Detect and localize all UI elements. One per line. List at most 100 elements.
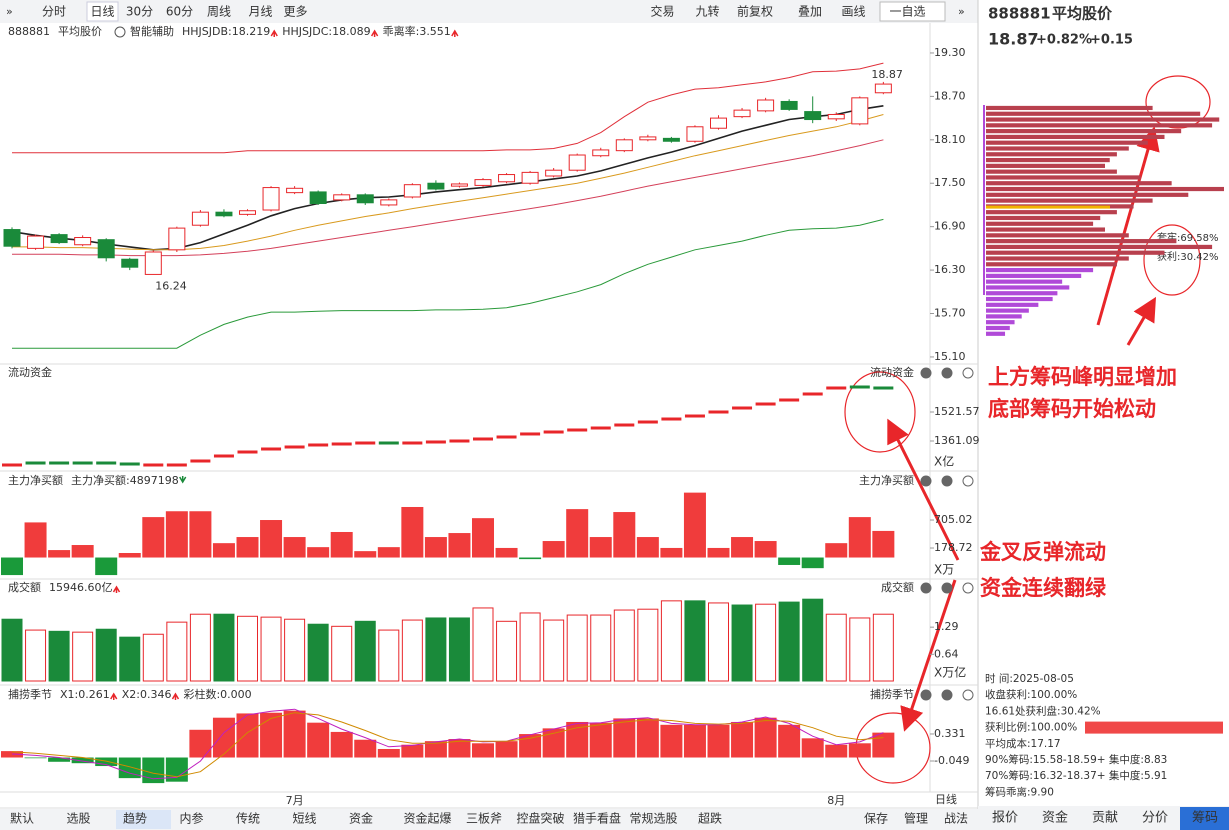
annotation: 上方筹码峰明显增加 <box>988 365 1177 389</box>
toolbar-button[interactable]: 前复权 <box>737 4 773 19</box>
candle-body <box>3 229 21 247</box>
toolbar-button[interactable]: 日线 <box>90 5 114 19</box>
x-tick-label: 8月 <box>827 794 845 807</box>
bottom-tab[interactable]: 趋势 <box>123 812 147 826</box>
bottom-tab[interactable]: 资金起爆 <box>403 811 451 826</box>
candle-body <box>851 97 869 125</box>
fund-dash <box>590 426 611 430</box>
panel-icon[interactable] <box>941 367 953 379</box>
fund-dash <box>849 385 870 389</box>
right-tab[interactable]: 筹码 <box>1192 810 1218 826</box>
panel-icon[interactable] <box>941 689 953 701</box>
volume-bar <box>872 613 894 682</box>
bar <box>778 557 801 565</box>
bar <box>613 512 636 558</box>
change-pct: +0.82% <box>1036 33 1092 48</box>
chip-bar <box>986 129 1182 134</box>
volume-bar <box>401 619 423 682</box>
collapse-icon[interactable]: » <box>6 5 13 18</box>
right-tab[interactable]: 分价 <box>1142 811 1168 826</box>
bar <box>613 718 636 758</box>
bar <box>472 743 494 758</box>
fund-dash <box>732 406 753 410</box>
bar <box>448 739 471 758</box>
volume-bar <box>472 607 494 682</box>
toolbar-button[interactable]: 画线 <box>841 5 865 19</box>
toolbar-button[interactable]: 一自选 <box>889 5 925 19</box>
bottom-tab[interactable]: 三板斧 <box>466 812 502 826</box>
bottom-action[interactable]: 战法 <box>944 812 968 826</box>
toolbar-button[interactable]: 月线 <box>248 5 272 19</box>
toolbar-button[interactable]: 60分 <box>166 5 193 19</box>
chip-bar <box>986 152 1117 157</box>
chip-bar <box>986 123 1213 128</box>
chip-bar <box>986 320 1015 325</box>
bottom-tab[interactable]: 猎手看盘 <box>573 811 621 826</box>
bottom-tab[interactable]: 资金 <box>349 811 373 826</box>
bottom-action[interactable]: 管理 <box>904 811 928 826</box>
panel-icon[interactable] <box>941 582 953 594</box>
bar <box>731 721 754 758</box>
bar <box>48 550 71 558</box>
fund-dash <box>2 463 22 467</box>
panel-icon[interactable] <box>962 475 974 487</box>
panel-icon[interactable] <box>920 367 932 379</box>
bottom-tab[interactable]: 短线 <box>292 812 316 826</box>
y-tick-label: 17.50 <box>934 176 966 189</box>
bottom-tab[interactable]: 默认 <box>10 811 34 826</box>
panel-icon[interactable] <box>920 475 932 487</box>
volume-bar <box>684 600 706 682</box>
candle-body <box>215 211 233 217</box>
candle-body <box>27 235 45 249</box>
candle-body <box>639 136 657 141</box>
right-tab[interactable]: 报价 <box>992 811 1018 826</box>
toolbar-button[interactable]: 叠加 <box>798 5 822 19</box>
bar <box>1 557 23 576</box>
bar <box>354 739 377 758</box>
chart-title-right: 流动资金 <box>870 365 914 379</box>
bottom-tab[interactable]: 内参 <box>179 811 203 826</box>
panel-icon[interactable] <box>941 475 953 487</box>
right-tab[interactable]: 贡献 <box>1092 811 1118 826</box>
fund-dash <box>378 441 399 445</box>
panel-icon[interactable] <box>920 689 932 701</box>
toolbar-button[interactable]: 更多 <box>283 5 307 19</box>
y-tick-label: 18.70 <box>934 89 966 102</box>
volume-bar <box>849 617 871 682</box>
bottom-tab[interactable]: 超跌 <box>698 811 722 826</box>
fund-dash <box>308 443 329 447</box>
panel-icon[interactable] <box>962 367 974 379</box>
bottom-tab[interactable]: 选股 <box>66 812 90 826</box>
fund-dash <box>284 445 305 449</box>
volume-bar <box>237 615 258 682</box>
panel-icon[interactable] <box>920 582 932 594</box>
volume-bar <box>72 631 94 682</box>
candle-body <box>450 183 468 187</box>
change: +0.15 <box>1090 33 1133 48</box>
bottom-tab[interactable]: 常规选股 <box>629 811 677 826</box>
bottom-tab[interactable]: 控盘突破 <box>516 811 564 826</box>
candle-body <box>168 227 186 251</box>
bottom-action[interactable]: 保存 <box>864 812 888 826</box>
toolbar-button[interactable]: 周线 <box>207 5 231 19</box>
toolbar <box>0 0 978 23</box>
toolbar-button[interactable]: 30分 <box>126 5 153 19</box>
right-tab[interactable]: 资金 <box>1042 810 1068 826</box>
chip-bar <box>986 331 1006 336</box>
chip-bar <box>986 210 1117 215</box>
expand-icon[interactable]: » <box>958 5 965 18</box>
toolbar-button[interactable]: 分时 <box>42 5 66 19</box>
toolbar-button[interactable]: 交易 <box>650 4 674 19</box>
volume-bar <box>307 623 329 682</box>
volume-bar <box>142 633 164 682</box>
candle-body <box>380 199 398 206</box>
arrow-icon <box>112 585 121 593</box>
unit-label: X万亿 <box>934 665 966 680</box>
bottom-tab[interactable]: 传统 <box>236 811 260 826</box>
panel-icon[interactable] <box>962 689 974 701</box>
chip-bar <box>986 296 1053 302</box>
bar <box>636 537 659 558</box>
panel-icon[interactable] <box>962 582 974 594</box>
bar <box>566 721 589 758</box>
toolbar-button[interactable]: 九转 <box>695 4 719 19</box>
